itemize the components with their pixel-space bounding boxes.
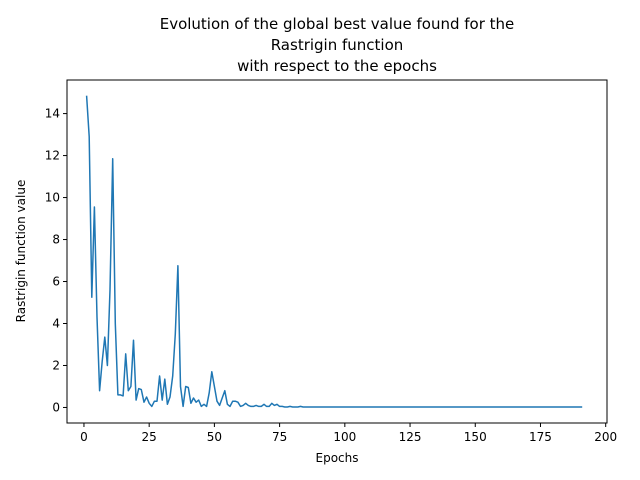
y-tick-label: 4 [52, 317, 60, 331]
y-tick-label: 6 [52, 275, 60, 289]
x-tick-label: 200 [594, 430, 617, 444]
y-tick-label: 10 [45, 191, 60, 205]
y-tick-label: 0 [52, 400, 60, 414]
y-axis-label: Rastrigin function value [14, 180, 28, 323]
y-tick-label: 12 [45, 149, 60, 163]
y-axis-ticks: 0 2 4 6 8 10 12 14 [45, 107, 67, 414]
x-tick-label: 50 [207, 430, 222, 444]
y-tick-label: 2 [52, 358, 60, 372]
axes-frame [66, 79, 608, 424]
x-tick-label: 175 [529, 430, 552, 444]
series-line-1 [85, 95, 583, 408]
plot-area [85, 95, 583, 408]
chart-title-line-2: Rastrigin function [271, 36, 404, 54]
chart-title-line-1: Evolution of the global best value found… [160, 15, 515, 33]
x-tick-label: 150 [464, 430, 487, 444]
x-tick-label: 75 [272, 430, 287, 444]
x-tick-label: 0 [80, 430, 88, 444]
y-tick-label: 8 [52, 233, 60, 247]
x-tick-label: 125 [399, 430, 422, 444]
chart-title-line-3: with respect to the epochs [237, 57, 437, 75]
y-tick-label: 14 [45, 107, 60, 121]
x-tick-label: 25 [142, 430, 157, 444]
x-axis-ticks: 0 25 50 75 100 125 150 175 200 [80, 423, 617, 444]
x-tick-label: 100 [333, 430, 356, 444]
x-axis-label: Epochs [316, 451, 359, 465]
